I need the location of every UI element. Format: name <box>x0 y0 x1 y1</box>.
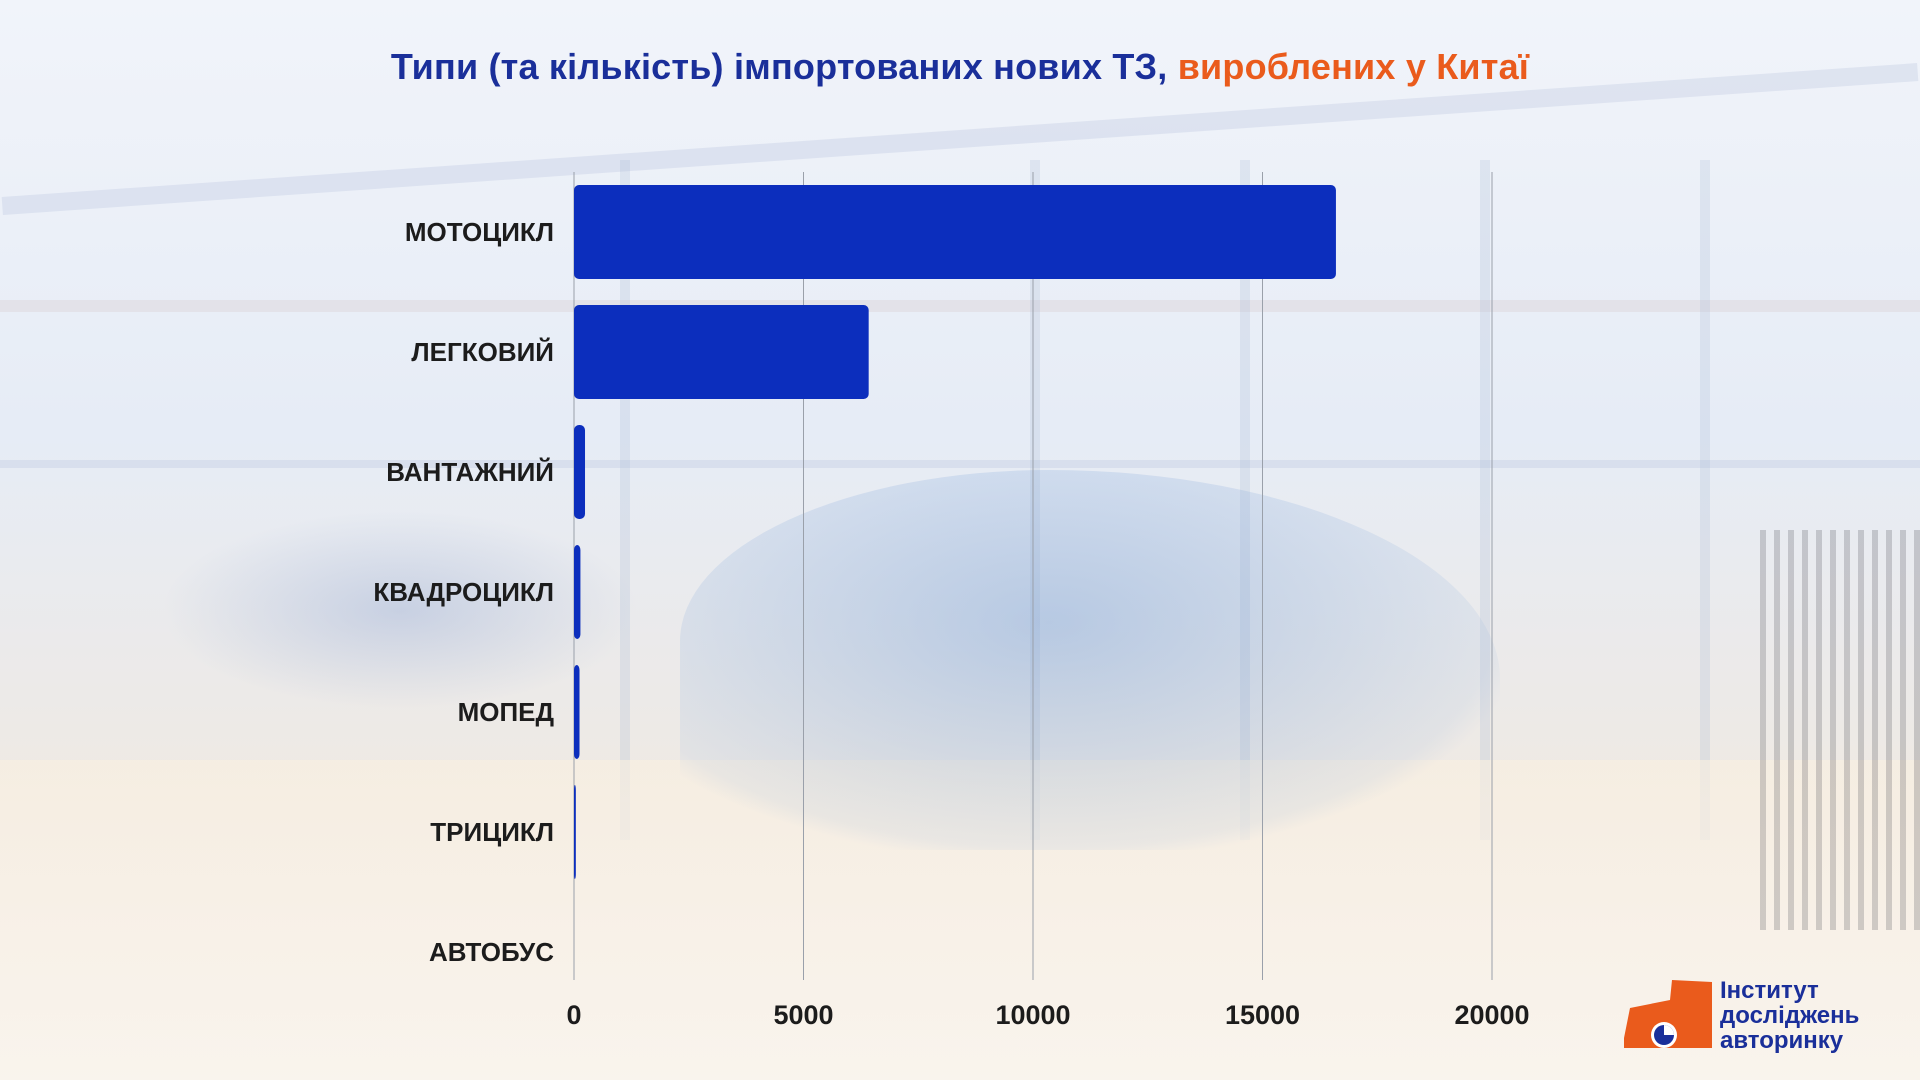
category-label-1: ЛЕГКОВИЙ <box>411 337 554 367</box>
x-tick-label-3: 15000 <box>1225 1000 1300 1030</box>
bar-1 <box>574 305 869 399</box>
institute-logo-text: Інститут досліджень авторинку <box>1720 978 1890 1053</box>
category-label-2: ВАНТАЖНИЙ <box>386 457 554 487</box>
category-label-0: МОТОЦИКЛ <box>405 217 554 247</box>
logo-line-2: досліджень <box>1720 1002 1860 1029</box>
chart-title: Типи (та кількість) імпортованих нових Т… <box>0 46 1920 88</box>
institute-logo: Інститут досліджень авторинку <box>1620 978 1880 1060</box>
chart-title-main: Типи (та кількість) імпортованих нових Т… <box>390 46 1168 87</box>
logo-line-3: авторинку <box>1720 1027 1844 1054</box>
chart-title-accent: вироблених у Китаї <box>1177 46 1530 87</box>
bar-2 <box>574 425 586 519</box>
x-tick-label-4: 20000 <box>1454 1000 1529 1030</box>
bar-3 <box>574 545 581 639</box>
category-label-3: КВАДРОЦИКЛ <box>373 577 554 607</box>
x-tick-label-0: 0 <box>566 1000 581 1030</box>
institute-logo-icon <box>1624 980 1712 1048</box>
bar-4 <box>574 665 580 759</box>
x-tick-label-2: 10000 <box>995 1000 1070 1030</box>
bar-5 <box>574 785 576 879</box>
bar-0 <box>574 185 1336 279</box>
category-label-4: МОПЕД <box>458 697 555 727</box>
category-label-5: ТРИЦИКЛ <box>430 817 554 847</box>
category-label-6: АВТОБУС <box>429 937 554 967</box>
logo-line-1: Інститут <box>1720 977 1819 1004</box>
x-tick-label-1: 5000 <box>773 1000 833 1030</box>
